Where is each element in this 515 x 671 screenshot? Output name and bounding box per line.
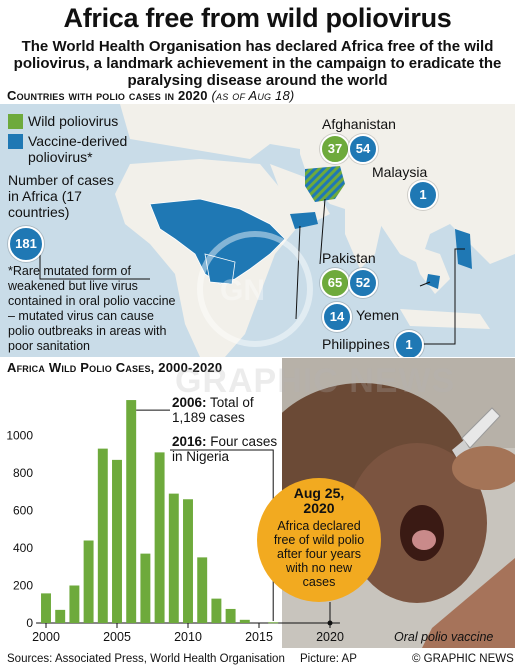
bar-2006 — [126, 400, 137, 623]
annotation-2006: 2006: Total of 1,189 cases — [172, 395, 282, 425]
leader-malaysia — [419, 281, 431, 287]
aug25-date: Aug 25, 2020 — [293, 485, 345, 516]
watermark-ring — [197, 231, 313, 347]
footer-picture: Picture: AP — [300, 653, 357, 665]
legend-wild-label: Wild poliovirus — [28, 113, 119, 129]
africa-affected-south — [204, 253, 236, 285]
bar-2012 — [211, 598, 222, 623]
aug25-text: Africa declared free of wild polio after… — [273, 519, 365, 589]
leader-pakistan — [319, 198, 326, 265]
africa-cases-label: Number of cases in Africa (17 countries) — [8, 172, 114, 220]
land-indonesia — [400, 309, 490, 329]
aug25-callout: Aug 25, 2020 Africa declared free of wil… — [257, 478, 381, 602]
legend-wild-swatch — [8, 114, 23, 129]
world-map: Wild poliovirus Vaccine-derived poliovir… — [0, 104, 515, 357]
bar-2009 — [168, 493, 179, 623]
footnote: *Rare mutated form of weakened but live … — [8, 264, 176, 353]
land-seasia — [410, 244, 450, 294]
afg-pak-shape — [305, 166, 345, 202]
photo-caption: Oral polio vaccine — [394, 630, 494, 644]
pakistan-wild-badge: 65 — [320, 268, 350, 298]
legend-vaccine-swatch — [8, 134, 23, 149]
country-pakistan: Pakistan — [322, 250, 376, 266]
annotation-2016-text: Four cases in Nigeria — [172, 434, 278, 464]
annotation-2016-year: 2016: — [172, 434, 207, 449]
bar-2002 — [69, 585, 80, 623]
x-tick-label: 2015 — [245, 630, 273, 644]
bar-2008 — [154, 452, 165, 623]
bar-2014 — [239, 619, 250, 623]
country-philippines: Philippines — [322, 336, 390, 352]
bar-2010 — [183, 499, 193, 623]
africa-cases-badge: 181 — [8, 226, 44, 262]
watermark-gn: GN — [220, 274, 265, 307]
annotation-2006-year: 2006: — [172, 395, 207, 410]
legend-vaccine-label: Vaccine-derived poliovirus* — [28, 133, 128, 165]
y-tick-label: 400 — [13, 541, 33, 555]
afghanistan-vaccine-badge: 54 — [348, 134, 378, 164]
bar-2001 — [55, 609, 66, 623]
land-europe — [120, 104, 330, 159]
country-afghanistan: Afghanistan — [322, 116, 396, 132]
afghanistan-wild-badge: 37 — [320, 134, 350, 164]
annotation-2006-text: Total of 1,189 cases — [172, 395, 254, 425]
marker-2020 — [327, 620, 333, 626]
country-yemen: Yemen — [356, 307, 400, 323]
pakistan-vaccine-badge: 52 — [348, 268, 378, 298]
map-heading-note: (as of Aug 18) — [211, 88, 295, 103]
bar-2003 — [83, 540, 94, 623]
footer-copyright: © GRAPHIC NEWS — [412, 653, 514, 665]
philippines-vaccine-badge: 1 — [394, 330, 424, 357]
page-title: Africa free from wild poliovirus — [63, 3, 452, 33]
watermark-text: GRAPHIC NEWS — [175, 362, 456, 400]
bar-2011 — [197, 557, 208, 623]
x-tick-label: 2000 — [32, 630, 60, 644]
footer: Sources: Associated Press, World Health … — [0, 650, 515, 671]
malaysia-vaccine-badge: 1 — [408, 180, 438, 210]
y-tick-label: 200 — [13, 579, 33, 593]
yemen-shape — [290, 212, 318, 229]
bar-2000 — [41, 593, 51, 623]
bar-2004 — [97, 448, 108, 623]
page-subtitle: The World Health Organisation has declar… — [13, 38, 502, 89]
x-tick-label: 2005 — [103, 630, 131, 644]
bar-2005 — [112, 459, 122, 623]
leader-philippines — [420, 248, 465, 345]
country-malaysia: Malaysia — [372, 164, 428, 180]
map-heading-text: Countries with polio cases in 2020 — [7, 88, 208, 103]
x-tick-label: 2010 — [174, 630, 202, 644]
y-tick-label: 0 — [26, 616, 33, 630]
annotation-2016: 2016: Four cases in Nigeria — [172, 434, 282, 464]
bar-chart: 0 200 400 600 800 1000 2000 2005 2010 2015 2020 — [6, 400, 344, 644]
africa-affected — [149, 198, 286, 285]
bar-2013 — [225, 608, 236, 623]
leader-yemen — [295, 225, 301, 320]
y-tick-label: 800 — [13, 466, 33, 480]
bar-2016 — [268, 622, 279, 624]
map-heading: Countries with polio cases in 2020 (as o… — [7, 88, 294, 103]
bar-2007 — [140, 553, 151, 623]
footer-sources: Sources: Associated Press, World Health … — [7, 653, 285, 665]
x-tick-label: 2020 — [316, 630, 344, 644]
land-india — [345, 204, 385, 269]
chart-panel: Africa Wild Polio Cases, 2000-2020 0 200 4… — [0, 358, 515, 648]
yemen-vaccine-badge: 14 — [322, 302, 352, 332]
y-tick-label: 1000 — [6, 429, 33, 443]
malaysia-shape — [426, 274, 440, 289]
y-tick-label: 600 — [13, 504, 33, 518]
chart-title: Africa Wild Polio Cases, 2000-2020 — [7, 360, 223, 375]
